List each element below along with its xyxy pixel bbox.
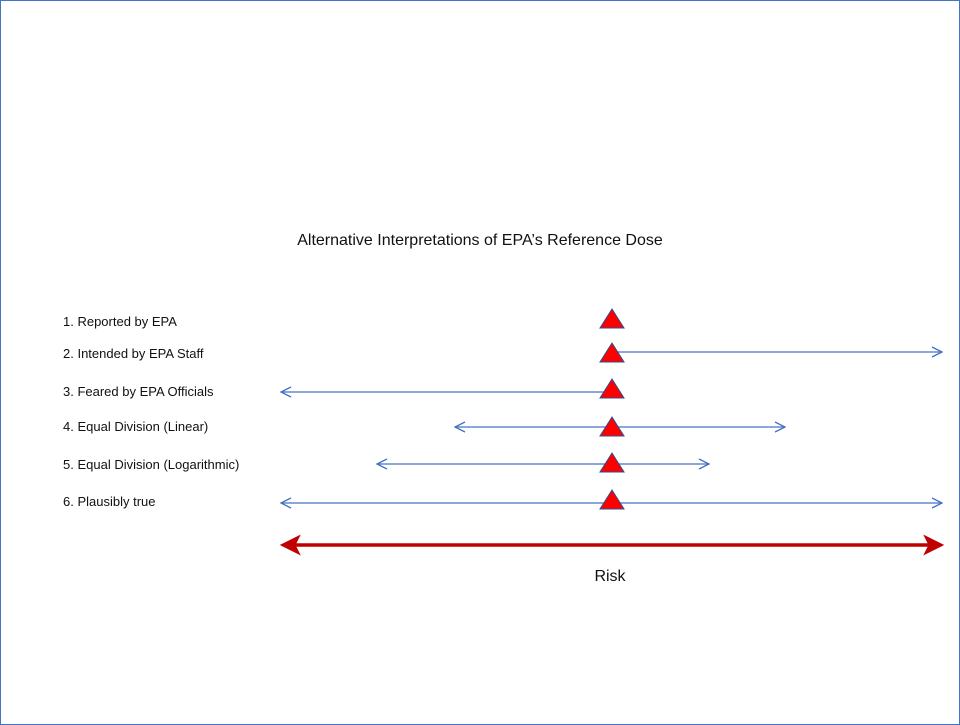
- row-label-linear: 4. Equal Division (Linear): [63, 419, 209, 434]
- triangle-marker-icon: [599, 308, 625, 329]
- diagram-title: Alternative Interpretations of EPA’s Ref…: [297, 232, 663, 249]
- triangle-marker-icon: [599, 378, 625, 399]
- row-label-intended: 2. Intended by EPA Staff: [63, 346, 204, 361]
- triangle-marker-icon: [599, 342, 625, 363]
- row-label-reported: 1. Reported by EPA: [63, 314, 177, 329]
- row-label-feared: 3. Feared by EPA Officials: [63, 384, 214, 399]
- triangle-marker-icon: [599, 489, 625, 510]
- risk-axis-label: Risk: [594, 568, 626, 585]
- row-label-logarithmic: 5. Equal Division (Logarithmic): [63, 457, 240, 472]
- row-label-plausible: 6. Plausibly true: [63, 494, 156, 509]
- triangle-marker-icon: [599, 452, 625, 473]
- triangle-marker-icon: [599, 416, 625, 437]
